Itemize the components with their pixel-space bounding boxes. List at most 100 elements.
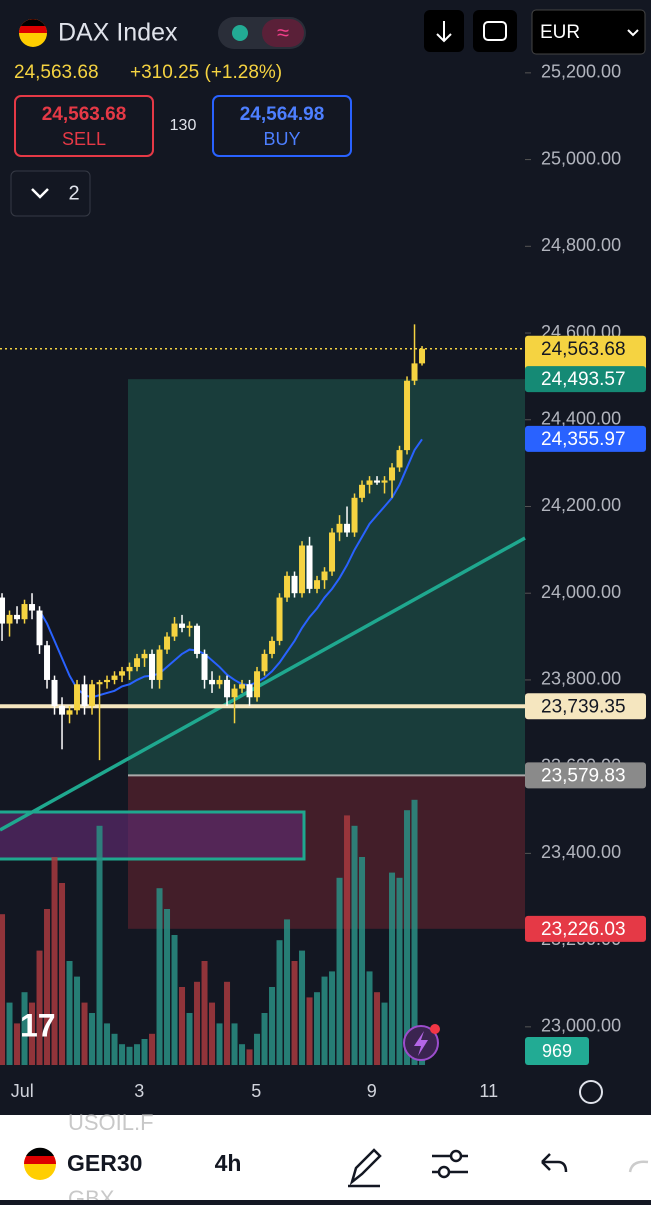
level-label-bg	[525, 915, 646, 942]
volume-bar	[194, 981, 201, 1065]
candle-body	[366, 480, 373, 485]
candle-body	[36, 610, 43, 646]
y-tick-label: 24,800.00	[541, 235, 621, 255]
sell-button[interactable]	[14, 95, 154, 157]
volume-bar	[126, 1046, 133, 1065]
interval[interactable]: 4h	[215, 1150, 242, 1176]
volume-bar	[104, 1023, 111, 1065]
volume-bar	[66, 961, 73, 1065]
volume-bar	[141, 1039, 148, 1065]
volume-bar	[261, 1013, 268, 1065]
candle-body	[381, 480, 388, 483]
buy-button[interactable]	[212, 95, 352, 157]
volume-bar	[201, 961, 208, 1065]
candle-body	[89, 684, 96, 706]
volume-bar	[96, 825, 103, 1065]
candle-body	[396, 450, 403, 468]
candle-body	[336, 523, 343, 533]
candle-body	[186, 625, 193, 628]
volume-bar	[306, 997, 313, 1065]
candle-body	[231, 688, 238, 698]
x-tick-label: Jul	[11, 1081, 34, 1101]
fullscreen-button[interactable]	[473, 10, 517, 52]
volume-bar	[284, 919, 291, 1065]
buy-label: BUY	[263, 129, 300, 149]
candle-body	[156, 649, 163, 680]
undo-icon[interactable]	[541, 1153, 568, 1173]
volume-bar	[321, 976, 328, 1065]
candle-body	[291, 575, 298, 594]
candle-body	[419, 348, 426, 364]
plot: 25,200.0025,000.0024,800.0024,600.0024,4…	[0, 62, 646, 1104]
candle-body	[14, 614, 21, 620]
candle-body	[216, 679, 223, 685]
indicator-toggle[interactable]	[10, 170, 91, 217]
candle-body	[306, 545, 313, 589]
volume-bar	[216, 1023, 223, 1065]
down-icon	[436, 21, 452, 43]
knob	[437, 1165, 451, 1179]
buy-price: 24,564.98	[240, 104, 325, 125]
status-dot	[232, 25, 248, 41]
level-label: 23,226.03	[541, 919, 626, 940]
candle-body	[276, 597, 283, 641]
currency-select[interactable]	[531, 9, 646, 55]
x-tick-label: 5	[251, 1081, 261, 1101]
candle-body	[194, 625, 201, 654]
volume-bar	[89, 1013, 96, 1065]
symbol[interactable]: DAX Index	[58, 19, 178, 47]
level-label: 24,355.97	[541, 429, 626, 450]
volume-bar	[14, 1023, 21, 1065]
candle-body	[21, 604, 28, 620]
candle-body	[6, 614, 13, 624]
change: +310.25 (+1.28%)	[130, 62, 282, 83]
level-label: 24,563.68	[541, 339, 626, 360]
candle-body	[201, 653, 208, 680]
candle-body	[81, 684, 88, 706]
volume-bar	[29, 1002, 36, 1065]
volume-bar	[329, 971, 336, 1065]
level-label-bg	[525, 693, 646, 720]
y-tick-label: 24,000.00	[541, 582, 621, 602]
draw-icon[interactable]	[348, 1148, 382, 1188]
flag-black	[21, 19, 45, 26]
volume-bar	[51, 857, 58, 1065]
redo-icon[interactable]	[628, 1160, 649, 1173]
volume-bar	[81, 1002, 88, 1065]
settings-button[interactable]	[579, 1080, 603, 1104]
bottom-bar	[0, 1115, 651, 1200]
volume-bar	[231, 1023, 238, 1065]
volume-bar	[36, 950, 43, 1065]
volume-bar	[351, 825, 358, 1065]
volume-bar	[419, 1059, 426, 1065]
volume-bar	[246, 1049, 253, 1065]
candle-body	[104, 679, 111, 683]
volume-bar	[171, 935, 178, 1065]
volume-bar	[156, 888, 163, 1065]
trend-line	[0, 536, 526, 832]
candle-body	[314, 580, 321, 589]
candle-body	[404, 380, 411, 451]
volume-bar	[119, 1044, 126, 1065]
level-label-bg	[525, 366, 646, 393]
volume-bar	[74, 976, 81, 1065]
prev-symbol: USOIL.F	[68, 1110, 154, 1135]
volume-bar	[269, 987, 276, 1065]
volume-bar	[6, 1002, 13, 1065]
fullscreen-icon	[483, 21, 507, 41]
volume-bar	[149, 1033, 156, 1065]
x-tick-label: 3	[134, 1081, 144, 1101]
candle-body	[224, 679, 231, 698]
y-tick-label: 23,000.00	[541, 1016, 621, 1036]
level-label: 23,739.35	[541, 696, 626, 717]
volume-bar	[336, 877, 343, 1065]
bottom-symbol[interactable]: GER30	[67, 1150, 142, 1176]
candle-body	[239, 684, 246, 689]
volume-bar	[0, 914, 6, 1065]
chevron	[627, 29, 639, 37]
volume-bar	[299, 950, 306, 1065]
volume-bar	[224, 981, 231, 1065]
level-label: 23,579.83	[541, 765, 626, 786]
candle-body	[74, 684, 81, 711]
volume-bar	[374, 992, 381, 1065]
